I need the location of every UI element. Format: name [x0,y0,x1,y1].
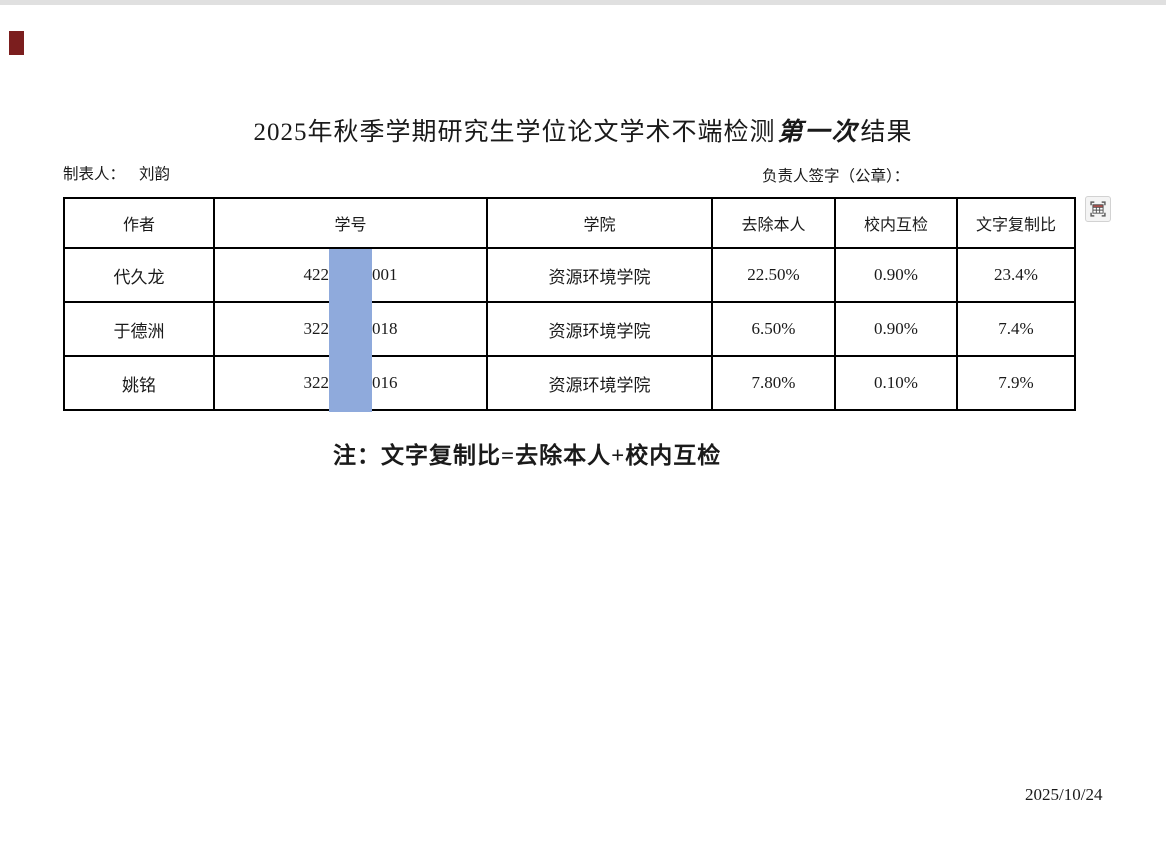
title-emphasis: 第一次 [777,119,859,146]
cell-excl-self: 7.80% [711,355,836,411]
table-row: 姚铭 322 016 资源环境学院 7.80% 0.10% 7.9% [63,355,1076,411]
header-internal-check: 校内互检 [834,197,958,249]
table-tool-button[interactable] [1085,196,1111,222]
id-suffix: 016 [372,373,398,392]
cell-internal-check: 0.10% [834,355,958,411]
results-table: 作者 学号 学院 去除本人 校内互检 文字复制比 代久龙 422 001 资源环境… [63,197,1076,411]
header-copy-ratio: 文字复制比 [956,197,1076,249]
cell-author: 于德洲 [63,301,215,357]
title-suffix: 结果 [860,119,913,146]
table-row: 代久龙 422 001 资源环境学院 22.50% 0.90% 23.4% [63,247,1076,303]
footnote: 注：文字复制比=去除本人+校内互检 [333,443,722,468]
table-header-row: 作者 学号 学院 去除本人 校内互检 文字复制比 [63,197,1076,249]
cell-author: 姚铭 [63,355,215,411]
document-date: 2025/10/24 [1025,785,1103,804]
signer-label: 负责人签字（公章）： [762,168,910,185]
title-prefix: 2025年秋季学期研究生学位论文学术不端检测 [253,119,776,146]
cell-excl-self: 6.50% [711,301,836,357]
cell-excl-self: 22.50% [711,247,836,303]
preparer-label: 制表人： [63,166,126,183]
cell-college: 资源环境学院 [486,355,713,411]
preparer-name: 刘韵 [139,166,171,183]
id-prefix: 322 [303,319,330,338]
cell-college: 资源环境学院 [486,247,713,303]
header-excl-self: 去除本人 [711,197,836,249]
cell-college: 资源环境学院 [486,301,713,357]
id-suffix: 018 [372,319,398,338]
cell-copy-ratio: 7.4% [956,301,1076,357]
table-grid-icon [1090,201,1106,217]
page-title: 2025年秋季学期研究生学位论文学术不端检测第一次结果 [0,112,1166,148]
id-prefix: 322 [303,373,330,392]
student-id-redaction-overlay [329,249,372,412]
cell-copy-ratio: 23.4% [956,247,1076,303]
cell-copy-ratio: 7.9% [956,355,1076,411]
preparer-line: 制表人： 刘韵 [63,162,170,184]
id-suffix: 001 [372,265,398,284]
window-top-edge [0,0,1166,5]
header-author: 作者 [63,197,215,249]
cell-internal-check: 0.90% [834,301,958,357]
cell-author: 代久龙 [63,247,215,303]
cell-internal-check: 0.90% [834,247,958,303]
header-student-id: 学号 [213,197,488,249]
corner-red-mark [9,31,24,55]
table-row: 于德洲 322 018 资源环境学院 6.50% 0.90% 7.4% [63,301,1076,357]
header-college: 学院 [486,197,713,249]
id-prefix: 422 [303,265,330,284]
